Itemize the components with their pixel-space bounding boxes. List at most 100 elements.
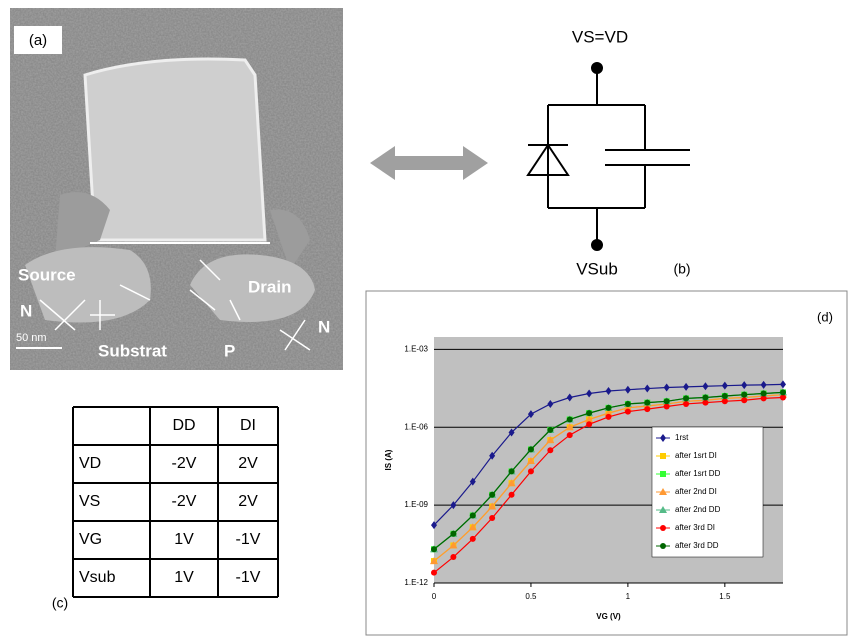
marker — [644, 399, 651, 406]
table-cell: VS — [79, 493, 100, 510]
marker — [721, 398, 728, 405]
region-label: Substrat — [98, 341, 167, 360]
marker — [586, 410, 593, 417]
marker — [760, 395, 767, 402]
marker — [702, 394, 709, 401]
x-tick-label: 1.5 — [719, 592, 731, 601]
marker — [741, 381, 748, 390]
table-cell: VG — [79, 531, 102, 548]
marker — [566, 393, 573, 402]
legend-label: after 3rd DD — [675, 541, 719, 550]
marker — [585, 415, 594, 423]
marker — [780, 389, 786, 396]
marker — [468, 523, 477, 531]
marker — [547, 426, 554, 433]
node-label: VSub — [576, 259, 618, 278]
table-cell: 1V — [174, 569, 194, 586]
table-cell: Vsub — [79, 569, 116, 586]
marker — [624, 400, 631, 407]
table-cell: 1V — [174, 531, 194, 548]
marker — [586, 421, 593, 428]
marker — [624, 385, 631, 394]
marker — [450, 501, 457, 510]
marker — [527, 446, 534, 453]
legend-label: after 2nd DI — [675, 487, 717, 496]
y-tick-label: 1.E-09 — [404, 500, 428, 509]
marker — [430, 557, 438, 565]
marker — [508, 468, 515, 475]
marker — [623, 403, 632, 411]
panel-label: (b) — [673, 261, 690, 277]
marker — [469, 535, 476, 542]
marker — [604, 409, 613, 417]
chart: 1.E-12 1.E-09 1.E-06 1.E-03 0 0.5 1 1.5 VG (V) IS… — [384, 337, 787, 621]
marker — [760, 380, 767, 389]
marker — [546, 436, 555, 444]
marker — [683, 400, 690, 407]
marker — [605, 386, 612, 395]
marker — [624, 408, 631, 415]
marker — [508, 491, 515, 498]
table-cell: VD — [79, 455, 101, 472]
marker — [605, 404, 612, 411]
table-cell: -1V — [236, 569, 261, 586]
marker — [489, 514, 496, 521]
marker — [663, 403, 670, 410]
table-cell: -2V — [172, 493, 197, 510]
marker — [469, 512, 476, 519]
panel-label: (a) — [29, 32, 47, 49]
y-tick-label: 1.E-12 — [404, 578, 428, 587]
x-axis-label: VG (V) — [596, 612, 621, 621]
panel-label: (c) — [52, 595, 68, 611]
marker — [660, 525, 666, 531]
region-label: Drain — [248, 277, 291, 296]
marker — [644, 384, 651, 393]
table-cell: -2V — [172, 455, 197, 472]
doping-label: N — [318, 317, 330, 336]
marker — [660, 453, 666, 459]
marker — [488, 502, 497, 510]
marker — [644, 406, 651, 413]
marker — [659, 488, 667, 495]
legend-box — [651, 426, 764, 558]
panel-label: (d) — [817, 309, 833, 324]
double-arrow — [370, 146, 488, 180]
region-label: Source — [18, 265, 76, 284]
marker — [741, 397, 748, 404]
y-tick-label: 1.E-06 — [404, 422, 428, 431]
table-cell: 2V — [238, 493, 258, 510]
marker — [659, 506, 667, 513]
marker — [566, 416, 573, 423]
tem-image: (a) Source Drain N N Substrat P 50 nm — [10, 8, 343, 370]
x-tick-label: 1 — [626, 592, 631, 601]
marker — [683, 382, 690, 391]
marker — [489, 451, 496, 460]
marker — [721, 381, 728, 390]
bias-table: DD DI VD -2V 2V VS -2V 2V VG 1V -1V Vsub 1V -1V — [72, 406, 279, 598]
circuit — [526, 62, 690, 251]
legend-label: after 1srt DD — [675, 469, 721, 478]
legend-label: 1rst — [675, 433, 689, 442]
marker — [605, 413, 612, 420]
marker — [547, 447, 554, 454]
marker — [449, 541, 458, 549]
marker — [565, 423, 574, 431]
legend-label: after 2nd DD — [675, 505, 721, 514]
x-tick-label: 0 — [432, 592, 437, 601]
table-cell: -1V — [236, 531, 261, 548]
marker — [431, 546, 437, 553]
marker — [683, 395, 690, 402]
legend-label: after 1srt DI — [675, 451, 717, 460]
y-tick-label: 1.E-03 — [404, 344, 428, 353]
marker — [702, 399, 709, 406]
marker — [741, 391, 748, 398]
scale-bar-label: 50 nm — [16, 332, 47, 344]
y-axis-label: IS (A) — [384, 449, 393, 470]
marker — [760, 390, 767, 397]
marker — [660, 434, 666, 442]
node-label: VS=VD — [572, 27, 628, 46]
x-tick-label: 0.5 — [525, 592, 537, 601]
marker — [526, 457, 535, 465]
marker — [431, 569, 437, 576]
